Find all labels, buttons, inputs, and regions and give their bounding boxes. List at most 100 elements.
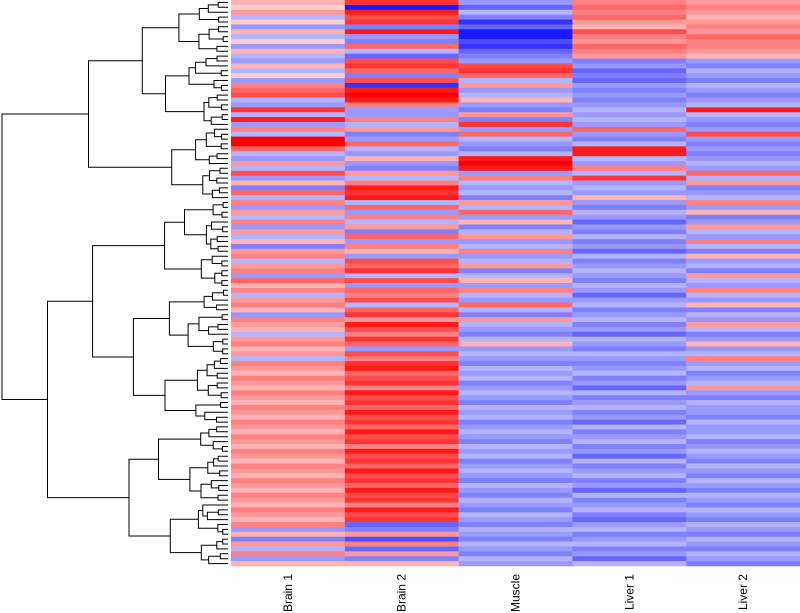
heatmap-cell <box>344 161 459 167</box>
heatmap-cell <box>344 478 459 484</box>
dendrogram-branch <box>214 272 222 284</box>
dendrogram-branch <box>218 26 228 33</box>
heatmap-cell <box>458 39 573 45</box>
heatmap-cell <box>458 239 573 245</box>
heatmap-cell <box>686 380 800 386</box>
dendrogram-branch <box>207 4 228 13</box>
heatmap-cell <box>344 297 459 303</box>
heatmap-cell <box>231 239 346 245</box>
heatmap-cell <box>231 253 346 259</box>
heatmap-cell <box>344 136 459 142</box>
dendrogram-branch <box>217 245 228 252</box>
heatmap-cell <box>686 19 800 25</box>
heatmap-cell <box>686 209 800 215</box>
dendrogram-branch <box>221 133 228 140</box>
heatmap-cell <box>458 497 573 503</box>
heatmap-cell <box>344 429 459 435</box>
heatmap-cell <box>686 219 800 225</box>
heatmap-cell <box>231 507 346 513</box>
heatmap-cell <box>458 370 573 377</box>
heatmap-cell <box>344 53 459 59</box>
heatmap-cell <box>572 287 687 294</box>
heatmap-cell <box>458 190 573 196</box>
dendrogram-branch <box>141 27 179 95</box>
heatmap-cell <box>458 68 573 74</box>
heatmap-cell <box>344 141 459 147</box>
heatmap-cell <box>344 78 459 84</box>
heatmap-cell <box>458 541 573 547</box>
heatmap-cell <box>686 273 800 279</box>
heatmap-cell <box>572 561 687 567</box>
dendrogram-branch <box>217 324 228 330</box>
heatmap-cell <box>344 419 459 425</box>
heatmap-cell <box>344 258 459 264</box>
dendrogram-branch <box>212 341 223 352</box>
heatmap-cell <box>458 180 573 186</box>
heatmap-cell <box>231 439 346 445</box>
heatmap-cell <box>572 209 687 215</box>
heatmap-cell <box>231 4 346 11</box>
dendrogram-branch <box>168 301 205 336</box>
heatmap-cell <box>686 97 800 103</box>
heatmap-cell <box>458 34 573 40</box>
dendrogram-branch <box>217 494 228 501</box>
heatmap-cell <box>572 263 687 269</box>
heatmap-cell <box>572 404 687 411</box>
heatmap-cell <box>686 517 800 523</box>
heatmap-cell <box>572 468 687 474</box>
heatmap-cell <box>572 536 687 542</box>
heatmap-cell <box>231 453 346 459</box>
heatmap-cell <box>686 546 800 552</box>
heatmap-cell <box>686 365 800 372</box>
heatmap-cell <box>344 278 459 284</box>
heatmap-cell <box>344 29 459 35</box>
heatmap-cell <box>572 58 687 64</box>
heatmap-cell <box>231 87 346 94</box>
heatmap-cell <box>344 351 459 357</box>
heatmap-cell <box>344 404 459 411</box>
dendrogram-branch <box>218 187 228 194</box>
heatmap-cell <box>686 483 800 489</box>
heatmap-cell <box>458 356 573 362</box>
heatmap-cell <box>572 126 687 133</box>
heatmap-cell <box>458 82 573 89</box>
heatmap-cell <box>572 541 687 547</box>
column-label: Brain 1 <box>281 574 295 612</box>
heatmap-cell <box>231 492 346 498</box>
heatmap-cell <box>686 473 800 479</box>
heatmap-cell <box>231 9 346 15</box>
heatmap-cell <box>458 219 573 225</box>
heatmap-cell <box>686 180 800 186</box>
heatmap-cell <box>344 546 459 552</box>
heatmap-cell <box>572 146 687 152</box>
heatmap-cell <box>686 43 800 50</box>
heatmap-cell <box>458 283 573 289</box>
heatmap-cell <box>458 351 573 357</box>
dendrogram-branch <box>216 426 228 433</box>
heatmap-cell <box>572 448 687 455</box>
heatmap-cell <box>458 204 573 211</box>
heatmap-cell <box>686 117 800 123</box>
heatmap-cell <box>572 429 687 435</box>
heatmap-cell <box>344 117 459 123</box>
dendrogram-branch <box>1 113 89 400</box>
heatmap-cell <box>231 512 346 518</box>
heatmap-cell <box>458 0 573 6</box>
heatmap-cell <box>231 346 346 352</box>
heatmap-cell <box>231 395 346 401</box>
heatmap-cell <box>458 263 573 269</box>
heatmap-cell <box>458 24 573 30</box>
heatmap-cell <box>686 268 800 274</box>
heatmap-cell <box>458 63 573 69</box>
heatmap-cell <box>458 468 573 474</box>
heatmap-cell <box>572 78 687 84</box>
dendrogram-branch <box>222 538 228 545</box>
heatmap-cell <box>231 53 346 59</box>
heatmap-cell <box>572 478 687 484</box>
heatmap-cell <box>572 195 687 201</box>
dendrogram-branch <box>208 555 228 565</box>
heatmap-cell <box>231 180 346 186</box>
heatmap-cell <box>231 48 346 54</box>
heatmap-cell <box>344 551 459 557</box>
dendrogram-branch <box>165 75 204 113</box>
